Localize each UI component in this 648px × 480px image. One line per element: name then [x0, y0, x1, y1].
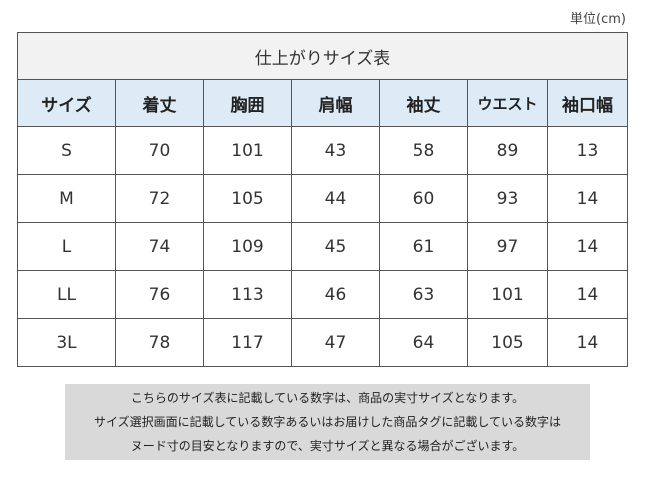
cell-value: 60 — [379, 174, 468, 223]
cell-size: S — [17, 126, 116, 175]
cell-value: 14 — [547, 318, 628, 367]
cell-value: 93 — [467, 174, 548, 223]
header-cuff: 袖口幅 — [547, 79, 628, 127]
header-shoulder: 肩幅 — [291, 79, 380, 127]
cell-value: 89 — [467, 126, 548, 175]
cell-value: 78 — [115, 318, 204, 367]
cell-value: 74 — [115, 222, 204, 271]
cell-value: 47 — [291, 318, 380, 367]
cell-value: 117 — [203, 318, 292, 367]
table-row: L 74 109 45 61 97 14 — [17, 222, 628, 271]
table-row: M 72 105 44 60 93 14 — [17, 174, 628, 223]
cell-value: 46 — [291, 270, 380, 319]
cell-value: 113 — [203, 270, 292, 319]
unit-label: 単位(cm) — [570, 12, 626, 27]
cell-value: 58 — [379, 126, 468, 175]
table-title: 仕上がりサイズ表 — [17, 32, 628, 80]
header-waist: ウエスト — [467, 79, 548, 127]
note-line: こちらのサイズ表に記載している数字は、商品の実寸サイズとなります。 — [130, 391, 525, 405]
size-note: こちらのサイズ表に記載している数字は、商品の実寸サイズとなります。 サイズ選択画… — [65, 384, 590, 460]
table-row: S 70 101 43 58 89 13 — [17, 126, 628, 175]
cell-value: 13 — [547, 126, 628, 175]
cell-value: 14 — [547, 174, 628, 223]
cell-value: 44 — [291, 174, 380, 223]
header-chest: 胸囲 — [203, 79, 292, 127]
cell-value: 97 — [467, 222, 548, 271]
cell-value: 45 — [291, 222, 380, 271]
cell-size: LL — [17, 270, 116, 319]
note-line: サイズ選択画面に記載している数字あるいはお届けした商品タグに記載している数字は — [94, 415, 561, 429]
cell-value: 105 — [203, 174, 292, 223]
size-table: 仕上がりサイズ表 サイズ 着丈 胸囲 肩幅 袖丈 ウエスト 袖口幅 S 70 1… — [17, 32, 628, 367]
cell-size: M — [17, 174, 116, 223]
table-row: 3L 78 117 47 64 105 14 — [17, 318, 628, 367]
note-line: ヌード寸の目安となりますので、実寸サイズと異なる場合がございます。 — [130, 439, 525, 453]
header-row: サイズ 着丈 胸囲 肩幅 袖丈 ウエスト 袖口幅 — [17, 79, 628, 127]
cell-value: 43 — [291, 126, 380, 175]
cell-value: 105 — [467, 318, 548, 367]
cell-value: 70 — [115, 126, 204, 175]
cell-value: 14 — [547, 270, 628, 319]
table-row: LL 76 113 46 63 101 14 — [17, 270, 628, 319]
header-size: サイズ — [17, 79, 116, 127]
cell-value: 109 — [203, 222, 292, 271]
cell-value: 101 — [467, 270, 548, 319]
cell-size: 3L — [17, 318, 116, 367]
cell-value: 61 — [379, 222, 468, 271]
cell-value: 101 — [203, 126, 292, 175]
cell-value: 76 — [115, 270, 204, 319]
cell-value: 72 — [115, 174, 204, 223]
cell-value: 14 — [547, 222, 628, 271]
header-sleeve: 袖丈 — [379, 79, 468, 127]
cell-value: 64 — [379, 318, 468, 367]
cell-size: L — [17, 222, 116, 271]
cell-value: 63 — [379, 270, 468, 319]
header-length: 着丈 — [115, 79, 204, 127]
